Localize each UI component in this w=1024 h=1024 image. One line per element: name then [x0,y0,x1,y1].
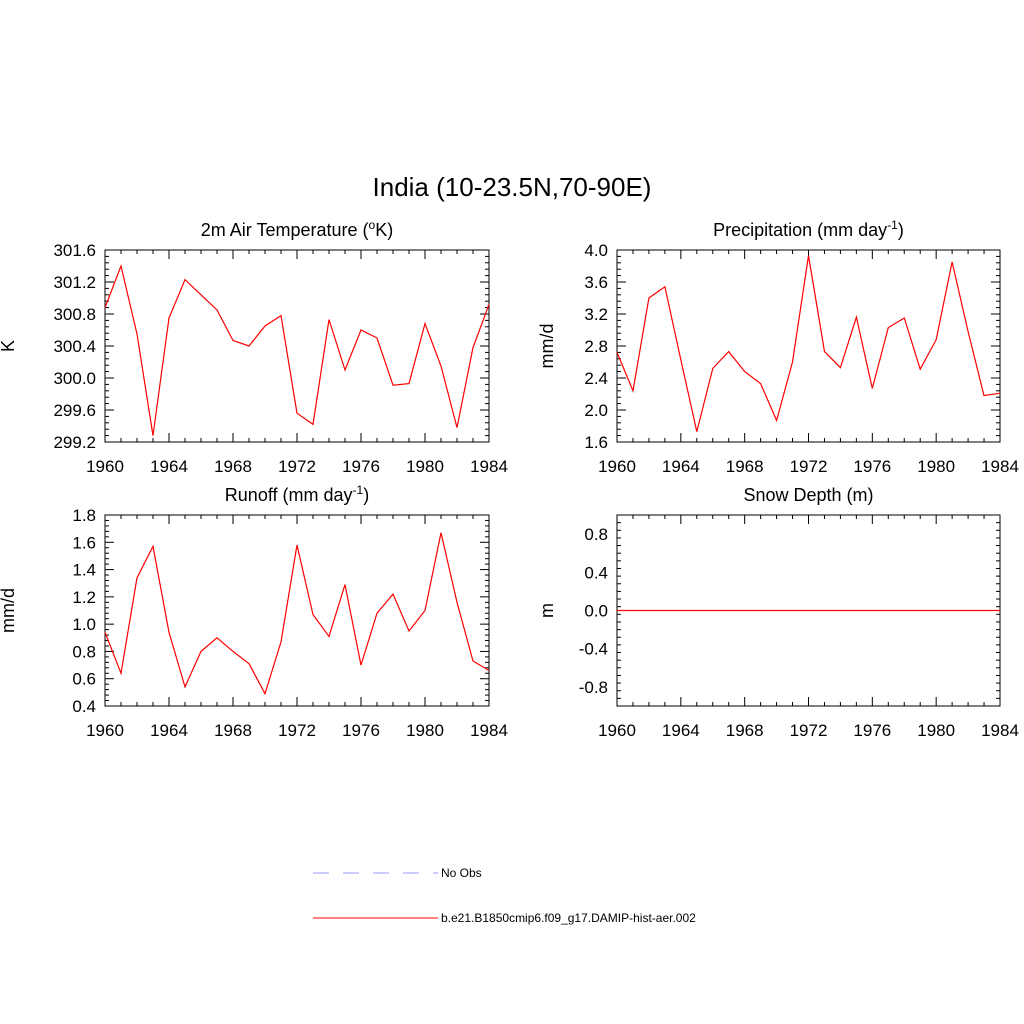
snow-depth-y-tick-label: 0.4 [584,563,608,582]
temperature-y-tick-label: 301.6 [53,241,96,260]
temperature-x-tick-label: 1984 [470,457,508,476]
snow-depth-x-tick-label: 1980 [917,721,955,740]
panel-snow-depth: Snow Depth (m) 1960 1964 1968 1972 1976 1980 19… [537,485,1019,740]
temperature-x-tick-label: 1968 [214,457,252,476]
temperature-y-tick-label: 301.2 [53,273,96,292]
snow-depth-x-tick-label: 1964 [662,721,700,740]
runoff-y-tick-label: 0.4 [72,697,96,716]
temperature-y-tick-label: 299.6 [53,401,96,420]
runoff-x-tick-label: 1972 [278,721,316,740]
precipitation-x-tick-label: 1964 [662,457,700,476]
runoff-title: Runoff (mm day-1) [225,483,369,505]
snow-depth-y-tick-label: -0.4 [579,640,608,659]
temperature-y-tick-label: 300.4 [53,337,96,356]
precipitation-series-line [616,255,1001,432]
runoff-y-axis-label: mm/d [0,588,18,633]
runoff-x-tick-label: 1984 [470,721,508,740]
precipitation-y-tick-label: 3.6 [584,273,608,292]
temperature-y-tick-label: 299.2 [53,433,96,452]
temperature-y-axis-label: K [0,340,18,352]
runoff-y-tick-label: 1.2 [72,588,96,607]
precipitation-y-tick-label: 2.0 [584,401,608,420]
temperature-y-tick-label: 300.8 [53,305,96,324]
panels: 2m Air Temperature (oK) 1960 1964 1968 1972 1… [0,218,1019,740]
runoff-y-tick-label: 0.6 [72,670,96,689]
temperature-series-line [104,263,490,436]
temperature-x-tick-label: 1976 [342,457,380,476]
runoff-x-tick-label: 1968 [214,721,252,740]
temperature-x-tick-label: 1964 [150,457,188,476]
figure-title: India (10-23.5N,70-90E) [373,172,652,202]
snow-depth-title: Snow Depth (m) [743,485,873,505]
snow-depth-x-tick-label: 1972 [790,721,828,740]
runoff-y-tick-label: 0.8 [72,642,96,661]
snow-depth-x-tick-label: 1960 [598,721,636,740]
precipitation-x-tick-label: 1984 [981,457,1019,476]
snow-depth-y-tick-label: 0.0 [584,602,608,621]
temperature-title: 2m Air Temperature (oK) [201,218,393,240]
runoff-y-tick-label: 1.8 [72,506,96,525]
precipitation-y-axis-label: mm/d [537,324,557,369]
precipitation-y-tick-label: 4.0 [584,241,608,260]
precipitation-x-tick-label: 1976 [853,457,891,476]
temperature-x-tick-label: 1980 [406,457,444,476]
snow-depth-x-tick-label: 1968 [726,721,764,740]
legend-label-model: b.e21.B1850cmip6.f09_g17.DAMIP-hist-aer.… [441,911,696,925]
runoff-y-tick-label: 1.0 [72,615,96,634]
temperature-y-tick-label: 300.0 [53,369,96,388]
runoff-x-tick-label: 1964 [150,721,188,740]
precipitation-title: Precipitation (mm day-1) [713,218,904,240]
runoff-y-tick-label: 1.6 [72,533,96,552]
precipitation-x-tick-label: 1968 [726,457,764,476]
snow-depth-x-tick-label: 1984 [981,721,1019,740]
runoff-x-tick-label: 1960 [86,721,124,740]
runoff-y-tick-label: 1.4 [72,561,96,580]
panel-runoff: Runoff (mm day-1) 1960 1964 1968 1972 1976 198… [0,483,508,740]
panel-precipitation: Precipitation (mm day-1) 1960 1964 1968 1972… [537,218,1019,476]
precipitation-plot-frame [616,249,1001,443]
precipitation-y-tick-label: 2.4 [584,369,608,388]
runoff-x-tick-label: 1976 [342,721,380,740]
panel-temperature: 2m Air Temperature (oK) 1960 1964 1968 1972 1… [0,218,508,476]
legend: No Obs b.e21.B1850cmip6.f09_g17.DAMIP-hi… [313,866,696,925]
snow-depth-y-tick-label: -0.8 [579,678,608,697]
snow-depth-x-tick-label: 1976 [853,721,891,740]
snow-depth-y-tick-label: 0.8 [584,525,608,544]
legend-label-no-obs: No Obs [441,866,482,880]
runoff-plot-frame [104,514,490,707]
runoff-x-tick-label: 1980 [406,721,444,740]
precipitation-x-tick-label: 1960 [598,457,636,476]
precipitation-x-tick-label: 1980 [917,457,955,476]
runoff-series-line [104,532,490,696]
precipitation-y-tick-label: 2.8 [584,337,608,356]
temperature-x-tick-label: 1960 [86,457,124,476]
snow-depth-y-axis-label: m [537,603,557,618]
precipitation-y-tick-label: 1.6 [584,433,608,452]
precipitation-x-tick-label: 1972 [790,457,828,476]
temperature-x-tick-label: 1972 [278,457,316,476]
precipitation-y-tick-label: 3.2 [584,305,608,324]
